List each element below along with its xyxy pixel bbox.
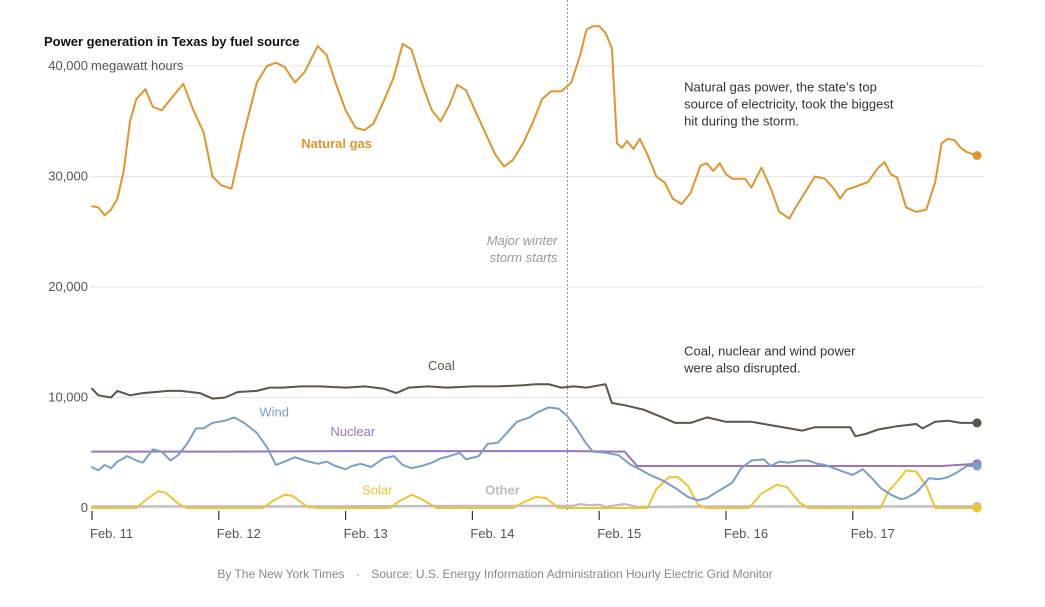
chart-svg: Power generation in Texas by fuel source… (44, 0, 983, 541)
y-tick-label: 10,000 (48, 390, 88, 405)
footer: By The New York Times · Source: U.S. Ene… (0, 567, 990, 581)
wind-end-dot (972, 461, 982, 471)
y-tick-label: 20,000 (48, 279, 88, 294)
x-tick-label: Feb. 16 (724, 526, 768, 541)
footer-separator: · (355, 567, 360, 581)
wind-label: Wind (259, 404, 289, 419)
x-tick-label: Feb. 12 (217, 526, 261, 541)
source-note: Source: U.S. Energy Information Administ… (371, 567, 773, 581)
annotation-line: source of electricity, took the biggest (684, 96, 894, 111)
coal-label: Coal (428, 358, 455, 373)
byline: By The New York Times (217, 567, 345, 581)
y-tick-label: 0 (81, 500, 88, 515)
annotation-1: Natural gas power, the state’s top source… (684, 79, 894, 128)
natural-gas-end-dot (972, 151, 982, 161)
x-axis-ticks: Feb. 11 Feb. 12 Feb. 13 Feb. 14 Feb. 15 Feb. … (90, 511, 895, 541)
storm-marker: Major winter storm starts (487, 0, 568, 512)
coal-end-dot (972, 418, 982, 428)
nuclear-line (91, 450, 979, 467)
y-tick-label: 30,000 (48, 169, 88, 184)
other-line (90, 503, 979, 508)
x-tick-label: Feb. 13 (344, 526, 388, 541)
storm-label-line-1: Major winter (487, 233, 558, 248)
natural-gas-label: Natural gas (301, 136, 372, 151)
y-axis-unit: megawatt hours (91, 58, 184, 73)
y-tick-label: 40,000 (48, 58, 88, 73)
x-tick-label: Feb. 15 (597, 526, 641, 541)
chart-title: Power generation in Texas by fuel source (44, 34, 300, 49)
solar-end-dot (972, 503, 982, 513)
series-lines (90, 25, 982, 513)
annotation-line: Natural gas power, the state’s top (684, 79, 877, 94)
x-tick-label: Feb. 14 (470, 526, 514, 541)
series-labels: Natural gas Coal Wind Nuclear Solar Other (259, 136, 519, 498)
annotation-line: hit during the storm. (684, 113, 799, 128)
gridlines (90, 65, 983, 509)
storm-label-line-2: storm starts (490, 250, 558, 265)
annotations: Natural gas power, the state’s top source… (683, 79, 894, 375)
other-label: Other (485, 483, 520, 498)
coal-line (91, 383, 979, 438)
y-axis-ticks: 40,000 megawatt hours 30,000 20,000 10,000 0 (48, 58, 184, 515)
solar-line (91, 469, 979, 509)
nuclear-label: Nuclear (330, 424, 375, 439)
natural-gas-line (91, 25, 979, 220)
annotation-line: Coal, nuclear and wind power (684, 344, 856, 359)
x-tick-label: Feb. 17 (851, 526, 895, 541)
wind-line (91, 406, 979, 502)
annotation-2: Coal, nuclear and wind power were also di… (683, 344, 856, 376)
solar-label: Solar (362, 483, 393, 498)
annotation-line: were also disrupted. (683, 361, 800, 376)
x-tick-label: Feb. 11 (90, 526, 133, 541)
